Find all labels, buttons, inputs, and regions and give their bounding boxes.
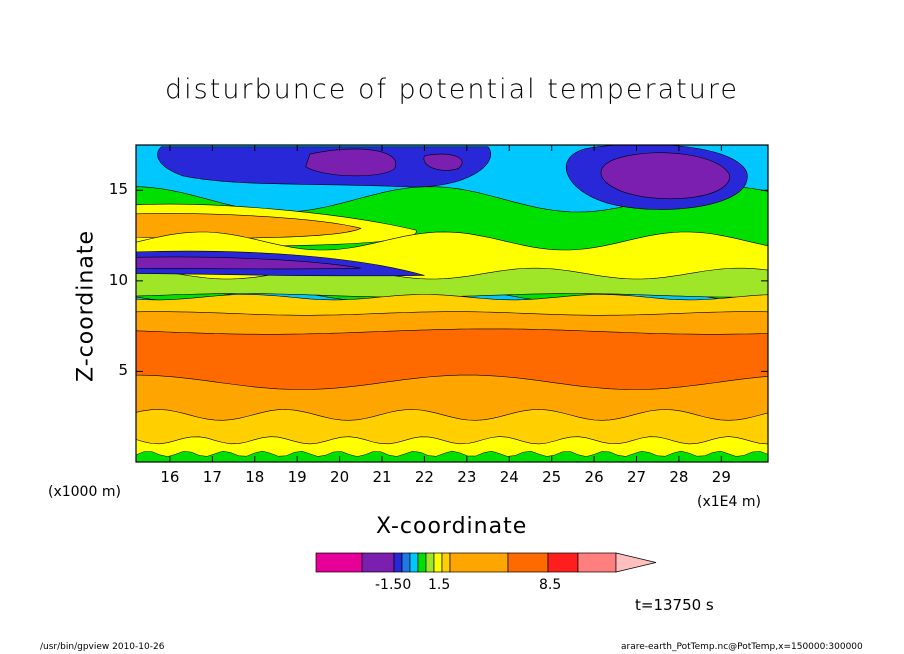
colorbar-cell [441, 552, 451, 573]
colorbar-arrow [615, 552, 657, 573]
x-tick-label: 21 [372, 468, 392, 486]
footer-right: arare-earth_PotTemp.nc@PotTemp,x=150000:… [621, 642, 863, 652]
x-axis-unit: (x1E4 m) [697, 494, 761, 510]
x-tick-label: 27 [626, 468, 647, 486]
blob-left-purple [305, 148, 397, 177]
y-tick-label: 15 [108, 180, 128, 199]
layer-mid [136, 328, 768, 390]
blob-small-purple [423, 153, 463, 171]
x-tick-label: 25 [542, 468, 562, 486]
layer-left-purple [136, 256, 361, 270]
x-tick-label: 23 [457, 468, 477, 486]
x-tick-label: 16 [160, 468, 180, 486]
colorbar-label-2: 1.5 [428, 577, 451, 593]
x-axis-label: X-coordinate [376, 514, 528, 539]
x-tick-label: 24 [499, 468, 519, 486]
plot-frame [135, 144, 769, 463]
colorbar-cell [401, 552, 411, 573]
colorbar-cell [425, 552, 435, 573]
y-tick-label: 5 [118, 361, 128, 380]
colorbar-cell [393, 552, 403, 573]
x-tick-label: 22 [414, 468, 434, 486]
colorbar-cell [577, 552, 617, 573]
chart-title: disturbunce of potential temperature [165, 74, 739, 105]
colorbar-cell [449, 552, 509, 573]
colorbar-cell [417, 552, 427, 573]
colorbar-cell [433, 552, 443, 573]
x-tick-label: 19 [287, 468, 307, 486]
colorbar-cell [409, 552, 419, 573]
colorbar-label-1: -1.50 [375, 577, 412, 593]
x-tick-label: 29 [711, 468, 731, 486]
x-tick-label: 28 [669, 468, 689, 486]
blob-right-purple [600, 152, 731, 200]
colorbar-cell [547, 552, 579, 573]
y-axis-label: Z-coordinate [73, 230, 99, 382]
y-axis-unit: (x1000 m) [48, 484, 121, 500]
colorbar-cell [315, 552, 363, 573]
colorbar-label-3: 8.5 [539, 577, 562, 593]
colorbar-cell [507, 552, 549, 573]
footer-left: /usr/bin/gpview 2010-10-26 [40, 642, 165, 652]
x-tick-label: 18 [245, 468, 265, 486]
layer-surface-band [136, 450, 768, 462]
contour-layers [136, 145, 768, 462]
colorbar-cell [361, 552, 395, 573]
x-tick-label: 20 [330, 468, 350, 486]
x-tick-label: 26 [584, 468, 604, 486]
x-tick-label: 17 [202, 468, 222, 486]
y-tick-label: 10 [108, 270, 128, 289]
time-label: t=13750 s [635, 596, 714, 614]
